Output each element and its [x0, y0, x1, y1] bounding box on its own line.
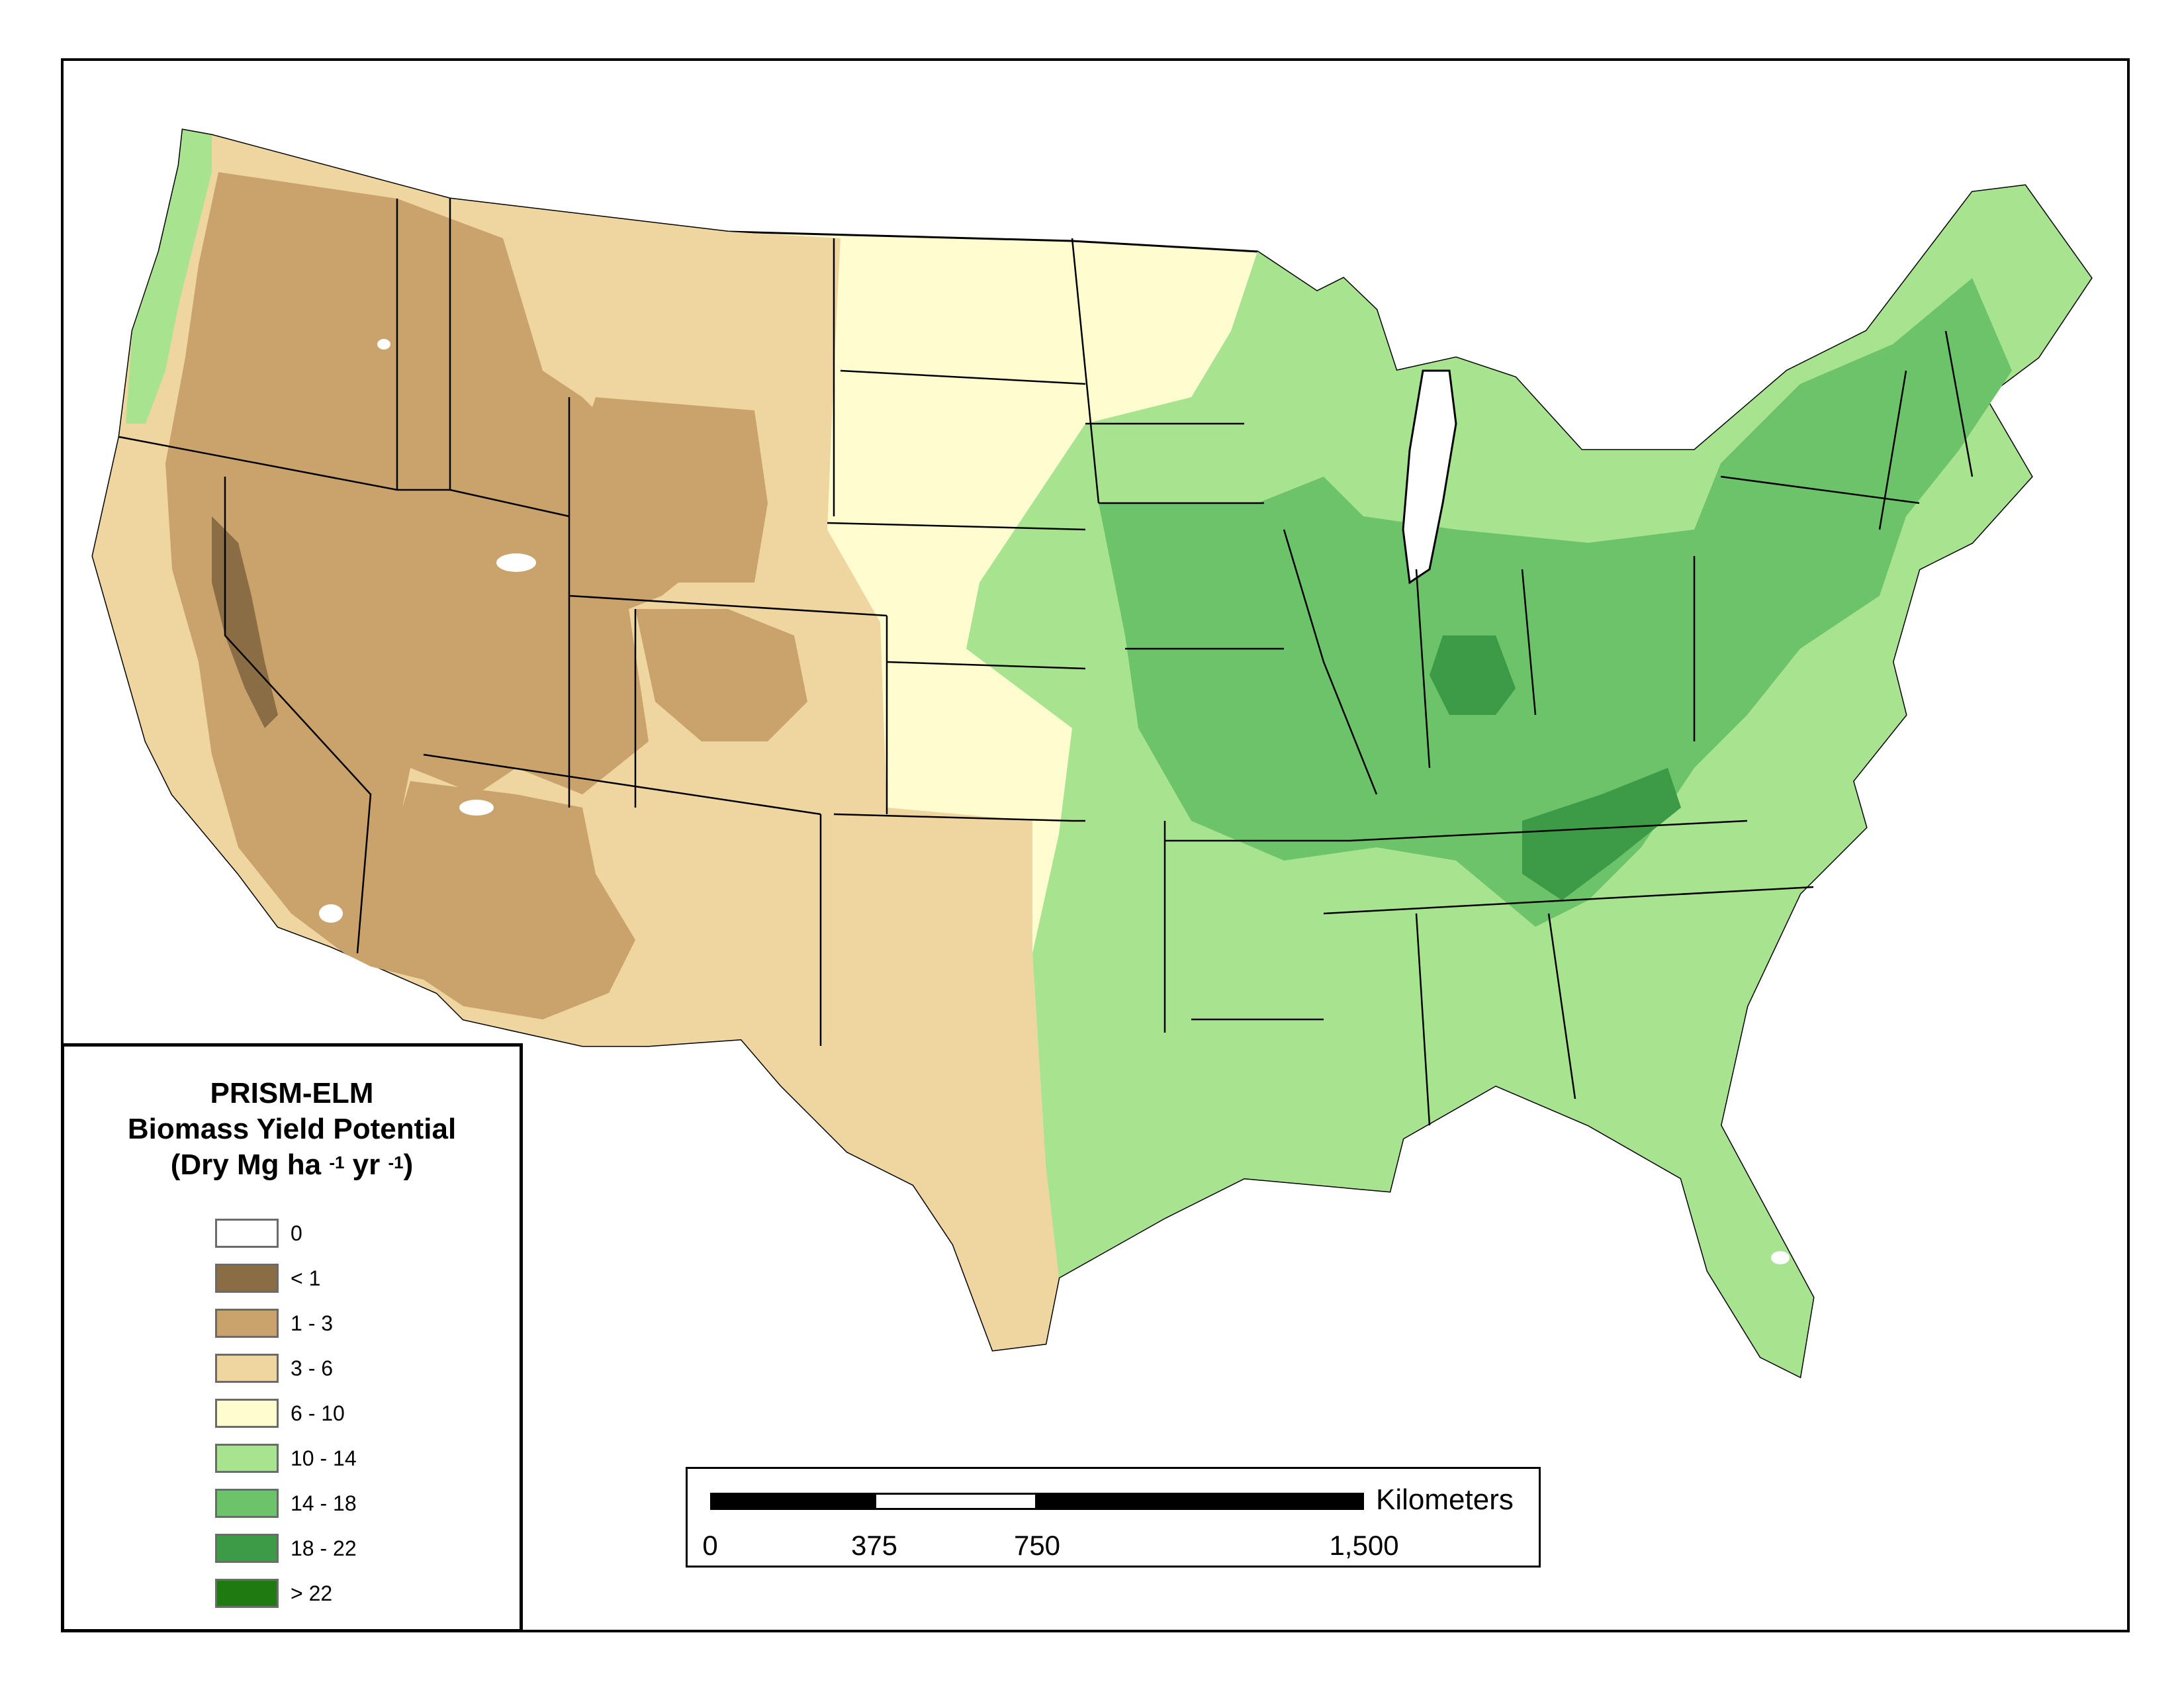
- scale-bar: Kilometers 0 375 750 1,500: [686, 1467, 1541, 1568]
- legend-label: 6 - 10: [291, 1401, 345, 1425]
- region-18to22-appalachia: [1522, 768, 1681, 900]
- zero-yield-patches: [319, 339, 1790, 1264]
- scale-segment: [1037, 1493, 1364, 1510]
- region-14to18-core: [1099, 278, 2012, 927]
- region-1to3-basin: [165, 172, 695, 966]
- scale-unit-label: Kilometers: [1376, 1483, 1514, 1516]
- legend-item: 3 - 6: [215, 1346, 357, 1391]
- region-1to3-southwest: [371, 781, 635, 1019]
- legend-item: 0: [215, 1211, 357, 1256]
- legend-items: 0 < 1 1 - 3 3 - 6 6 - 10 10 - 14 14 - 18: [215, 1211, 357, 1616]
- legend-label: < 1: [291, 1266, 321, 1290]
- legend-swatch: [215, 1309, 279, 1338]
- legend-swatch: [215, 1489, 279, 1518]
- legend-label: > 22: [291, 1581, 333, 1605]
- legend-item: 6 - 10: [215, 1391, 357, 1436]
- scale-tick-label: 1,500: [1329, 1530, 1399, 1561]
- region-1to3-wyoming: [569, 397, 768, 583]
- legend-label: 3 - 6: [291, 1356, 334, 1380]
- region-18to22-indiana: [1430, 635, 1516, 715]
- legend-swatch: [215, 1579, 279, 1608]
- scale-segment: [874, 1493, 1037, 1510]
- legend-label: 0: [291, 1221, 302, 1245]
- legend-swatch: [215, 1399, 279, 1428]
- lake-michigan: [1402, 369, 1457, 585]
- legend-swatch: [215, 1264, 279, 1293]
- legend-item: 18 - 22: [215, 1526, 357, 1571]
- legend-swatch: [215, 1444, 279, 1473]
- region-1to3-colorado: [635, 609, 807, 741]
- legend-title-line1: PRISM-ELM: [210, 1077, 374, 1109]
- legend-swatch: [215, 1219, 279, 1248]
- legend-label: 1 - 3: [291, 1311, 334, 1335]
- scale-tick-label: 375: [850, 1530, 898, 1561]
- legend-label: 18 - 22: [291, 1536, 357, 1560]
- legend-label: 10 - 14: [291, 1446, 357, 1470]
- legend-item: > 22: [215, 1571, 357, 1616]
- legend-swatch: [215, 1534, 279, 1563]
- legend-item: 14 - 18: [215, 1481, 357, 1526]
- region-10to14-pacific: [126, 130, 212, 424]
- scale-segment: [710, 1493, 874, 1510]
- legend-item: 1 - 3: [215, 1301, 357, 1346]
- state-boundaries: [118, 199, 1974, 1126]
- scale-tick-label: 0: [702, 1530, 718, 1561]
- legend-title: PRISM-ELM Biomass Yield Potential (Dry M…: [64, 1076, 520, 1183]
- legend-swatch: [215, 1354, 279, 1383]
- legend-item: < 1: [215, 1256, 357, 1301]
- map-legend: PRISM-ELM Biomass Yield Potential (Dry M…: [61, 1043, 523, 1632]
- legend-title-line3: (Dry Mg ha -1 yr -1): [170, 1149, 414, 1181]
- legend-title-line2: Biomass Yield Potential: [127, 1113, 457, 1145]
- legend-item: 10 - 14: [215, 1436, 357, 1481]
- legend-label: 14 - 18: [291, 1491, 357, 1515]
- scale-tick-label: 750: [1013, 1530, 1061, 1561]
